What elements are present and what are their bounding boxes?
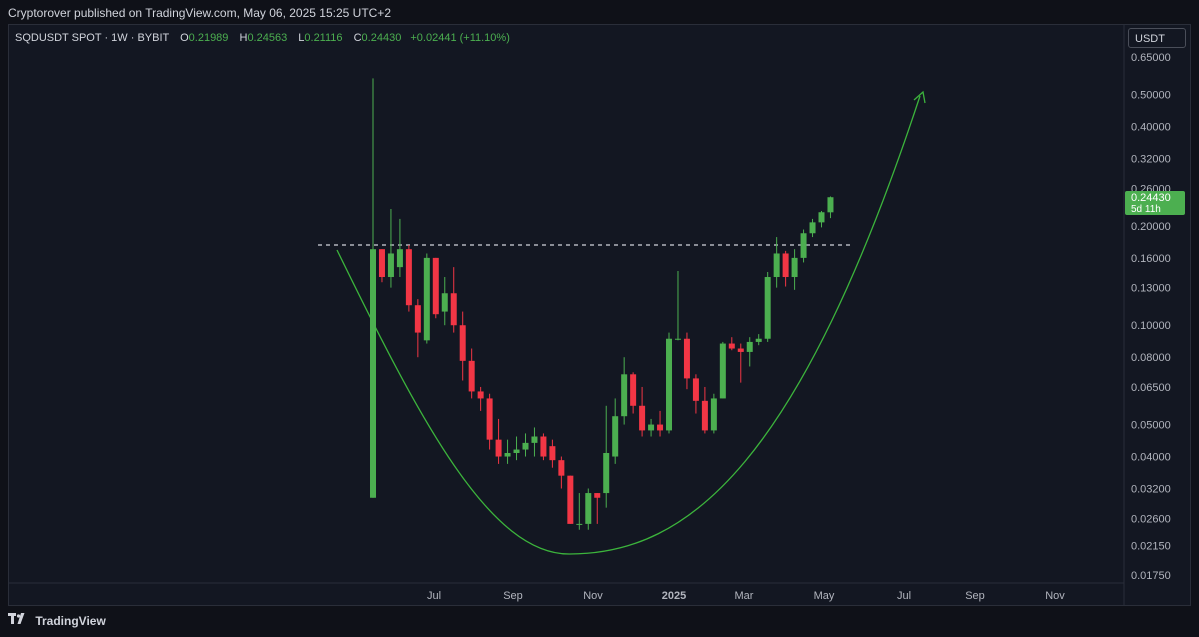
close-key: C — [353, 32, 362, 44]
open-key: O — [180, 32, 189, 44]
chart-legend: SQDUSDT SPOT · 1W · BYBIT O0.21989 H0.24… — [15, 32, 510, 44]
symbol-label[interactable]: SQDUSDT SPOT · 1W · BYBIT — [15, 32, 170, 44]
footer: TradingView — [0, 606, 1199, 637]
high-key: H — [239, 32, 248, 44]
close-value: 0.24430 — [361, 32, 402, 44]
chart-panel[interactable] — [8, 24, 1191, 606]
currency-unit-button[interactable]: USDT — [1128, 28, 1186, 48]
brand-name[interactable]: TradingView — [35, 614, 106, 629]
publish-info: Cryptorover published on TradingView.com… — [8, 6, 391, 20]
low-value: 0.21116 — [304, 32, 343, 44]
change-value: +0.02441 (+11.10%) — [410, 32, 510, 44]
tradingview-logo-icon[interactable] — [8, 606, 28, 637]
publish-header: Cryptorover published on TradingView.com… — [0, 0, 1199, 26]
high-value: 0.24563 — [247, 32, 288, 44]
open-value: 0.21989 — [188, 32, 229, 44]
low-key: L — [298, 32, 305, 44]
